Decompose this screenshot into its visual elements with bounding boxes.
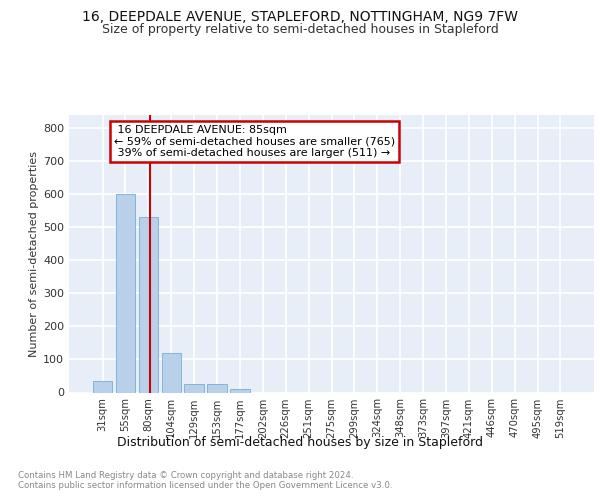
- Bar: [208, 384, 227, 392]
- Text: Contains HM Land Registry data © Crown copyright and database right 2024.
Contai: Contains HM Land Registry data © Crown c…: [18, 471, 392, 490]
- Bar: [139, 218, 158, 392]
- Text: Distribution of semi-detached houses by size in Stapleford: Distribution of semi-detached houses by …: [117, 436, 483, 449]
- Y-axis label: Number of semi-detached properties: Number of semi-detached properties: [29, 151, 39, 357]
- Bar: [161, 353, 181, 393]
- Text: Size of property relative to semi-detached houses in Stapleford: Size of property relative to semi-detach…: [101, 24, 499, 36]
- Bar: [230, 389, 250, 392]
- Text: 16 DEEPDALE AVENUE: 85sqm
← 59% of semi-detached houses are smaller (765)
 39% o: 16 DEEPDALE AVENUE: 85sqm ← 59% of semi-…: [114, 125, 395, 158]
- Bar: [116, 194, 135, 392]
- Bar: [93, 381, 112, 392]
- Bar: [184, 384, 204, 392]
- Text: 16, DEEPDALE AVENUE, STAPLEFORD, NOTTINGHAM, NG9 7FW: 16, DEEPDALE AVENUE, STAPLEFORD, NOTTING…: [82, 10, 518, 24]
